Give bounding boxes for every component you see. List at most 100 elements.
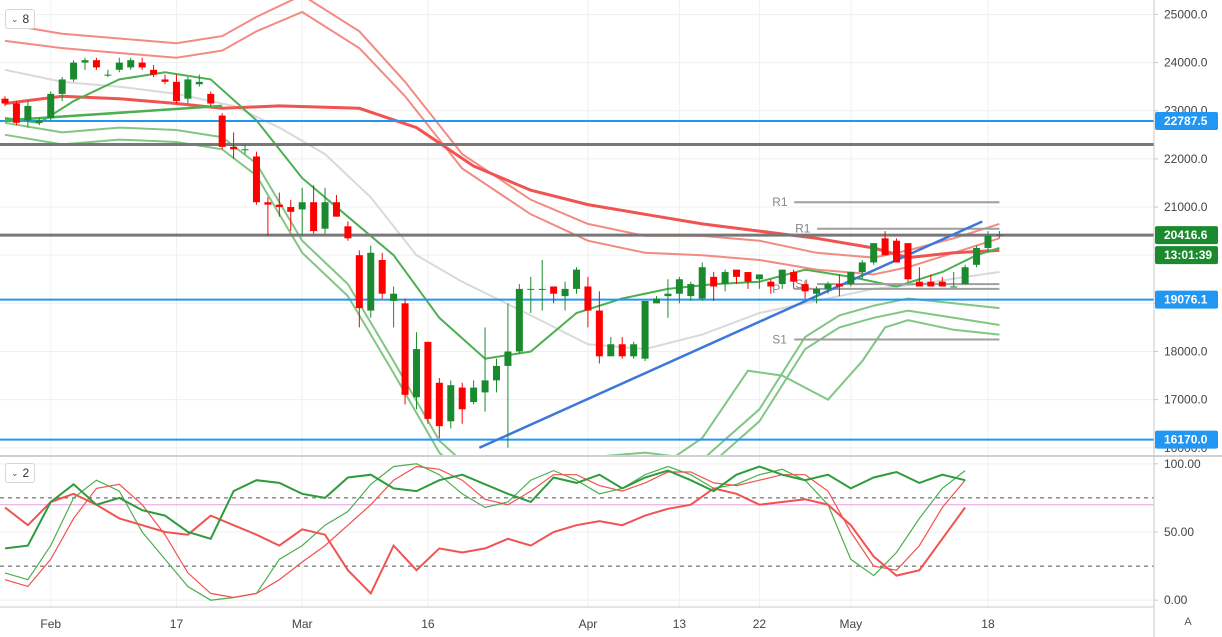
candle[interactable]: [733, 269, 741, 285]
candle[interactable]: [1, 96, 9, 106]
candle[interactable]: [127, 57, 135, 70]
candle[interactable]: [824, 281, 832, 294]
main-legend-toggle[interactable]: ⌄ 8: [5, 9, 36, 29]
candle[interactable]: [104, 69, 112, 78]
candle[interactable]: [230, 132, 238, 159]
candle[interactable]: [321, 187, 329, 234]
candle[interactable]: [35, 117, 43, 126]
candle[interactable]: [390, 286, 398, 328]
candle[interactable]: [81, 57, 89, 70]
candle[interactable]: [252, 151, 260, 205]
candle[interactable]: [584, 276, 592, 328]
candle[interactable]: [767, 279, 775, 294]
candle[interactable]: [298, 187, 306, 236]
trendline[interactable]: [4, 104, 223, 122]
candle[interactable]: [961, 264, 969, 285]
candle[interactable]: [12, 101, 20, 126]
candle[interactable]: [915, 267, 923, 287]
candle[interactable]: [538, 260, 546, 311]
candle[interactable]: [573, 267, 580, 294]
candle[interactable]: [995, 231, 1003, 239]
candle[interactable]: [744, 272, 752, 289]
candle[interactable]: [287, 199, 295, 232]
candle[interactable]: [150, 65, 158, 78]
auto-scale-button[interactable]: A: [1184, 616, 1192, 628]
candle[interactable]: [504, 303, 512, 448]
candle[interactable]: [344, 221, 352, 241]
candle[interactable]: [870, 243, 878, 265]
envelope-green-upper-line[interactable]: [4, 121, 1000, 472]
candle[interactable]: [184, 77, 192, 104]
candle[interactable]: [241, 144, 249, 155]
candle[interactable]: [984, 231, 992, 253]
candle[interactable]: [607, 337, 615, 357]
candle[interactable]: [755, 274, 763, 289]
candle[interactable]: [927, 274, 935, 287]
candle[interactable]: [881, 231, 889, 256]
candle[interactable]: [893, 238, 901, 263]
candle[interactable]: [207, 91, 215, 106]
price-tag-background[interactable]: [1155, 430, 1218, 449]
candle[interactable]: [904, 243, 912, 282]
envelope-green-outer-line[interactable]: [531, 319, 1000, 496]
candle[interactable]: [515, 284, 523, 354]
candle[interactable]: [858, 260, 866, 280]
candle[interactable]: [115, 57, 123, 73]
candle[interactable]: [310, 185, 318, 234]
candle[interactable]: [218, 113, 226, 150]
candle[interactable]: [813, 286, 821, 304]
candle[interactable]: [527, 276, 535, 313]
candle[interactable]: [675, 276, 683, 304]
osc-red-main-line[interactable]: [4, 487, 966, 596]
candle[interactable]: [481, 327, 489, 412]
candle[interactable]: [835, 274, 843, 297]
candle[interactable]: [641, 300, 649, 362]
candle[interactable]: [470, 380, 478, 405]
candle[interactable]: [973, 245, 981, 268]
candle[interactable]: [595, 291, 603, 364]
candle[interactable]: [424, 341, 432, 424]
candle[interactable]: [24, 101, 32, 128]
osc-stochastic-red-line[interactable]: [4, 465, 966, 599]
oscillator-panel-plot[interactable]: [0, 457, 1154, 607]
candle[interactable]: [561, 281, 569, 311]
candle[interactable]: [378, 252, 386, 299]
candle[interactable]: [172, 74, 180, 104]
candle[interactable]: [47, 91, 55, 121]
candle[interactable]: [70, 60, 78, 82]
main-panel-plot[interactable]: R1R1PS1S1: [0, 0, 1154, 496]
candle[interactable]: [778, 269, 786, 289]
candle[interactable]: [721, 269, 729, 292]
oscillator-legend-toggle[interactable]: ⌄ 2: [5, 463, 36, 483]
candle[interactable]: [664, 279, 672, 318]
price-axis[interactable]: 25000.024000.023000.022000.021000.020000…: [1154, 7, 1218, 455]
candle[interactable]: [458, 382, 466, 424]
candle[interactable]: [332, 195, 340, 217]
candle[interactable]: [653, 296, 661, 304]
candle[interactable]: [447, 380, 455, 429]
oscillator-axis[interactable]: 100.00 50.00 0.00: [1154, 457, 1201, 607]
candle[interactable]: [492, 358, 500, 393]
candle[interactable]: [950, 272, 958, 288]
candle[interactable]: [195, 74, 203, 87]
candle[interactable]: [412, 332, 420, 410]
candle[interactable]: [630, 341, 638, 359]
candle[interactable]: [790, 269, 798, 289]
candle[interactable]: [698, 262, 706, 301]
price-tag-background[interactable]: [1155, 290, 1218, 309]
price-tag-background[interactable]: [1155, 111, 1218, 130]
time-axis[interactable]: Feb 17 Mar 16 Apr 13 22 May 18: [40, 617, 995, 631]
candle[interactable]: [367, 245, 375, 318]
candle[interactable]: [355, 250, 363, 328]
candle[interactable]: [435, 377, 443, 439]
osc-green-main-line[interactable]: [4, 465, 966, 550]
price-tag-background[interactable]: [1155, 226, 1218, 245]
candle[interactable]: [58, 77, 66, 102]
candle[interactable]: [138, 57, 146, 70]
candle[interactable]: [618, 337, 626, 359]
candle[interactable]: [710, 272, 718, 301]
candle[interactable]: [401, 298, 409, 405]
candle[interactable]: [687, 281, 695, 301]
candle[interactable]: [275, 192, 283, 217]
